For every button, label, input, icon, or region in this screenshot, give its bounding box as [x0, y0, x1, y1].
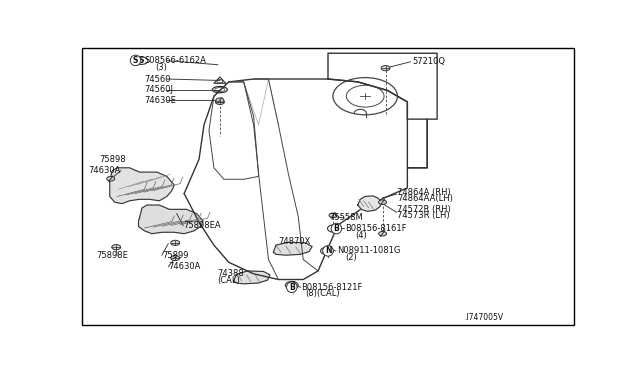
Text: 74630A: 74630A [88, 166, 120, 175]
Text: 74630E: 74630E [145, 96, 177, 105]
Circle shape [107, 176, 115, 181]
Text: 75898EA: 75898EA [183, 221, 221, 230]
Text: S: S [133, 56, 138, 65]
Text: (3): (3) [156, 63, 167, 72]
Text: 74388: 74388 [218, 269, 244, 278]
Text: (2): (2) [346, 253, 357, 262]
Text: 74573R (LH): 74573R (LH) [397, 211, 450, 221]
Text: 75899: 75899 [162, 251, 188, 260]
Text: 74560: 74560 [145, 74, 171, 83]
Text: 74864AA(LH): 74864AA(LH) [397, 194, 453, 203]
Polygon shape [358, 196, 381, 211]
Polygon shape [110, 168, 174, 203]
Text: B08156-8121F: B08156-8121F [301, 283, 362, 292]
Text: N08911-1081G: N08911-1081G [337, 246, 400, 255]
Text: (4): (4) [355, 231, 367, 240]
Text: .I747005V: .I747005V [465, 313, 504, 322]
Text: B: B [289, 281, 294, 290]
Polygon shape [138, 205, 203, 234]
Text: 74870X: 74870X [278, 237, 311, 246]
Circle shape [329, 213, 337, 218]
Text: (CAL): (CAL) [218, 276, 240, 285]
Circle shape [216, 98, 224, 103]
Text: 75558M: 75558M [330, 214, 364, 222]
Circle shape [171, 256, 180, 261]
Text: N: N [324, 246, 330, 255]
Text: 57210Q: 57210Q [412, 57, 445, 66]
Text: 75898E: 75898E [96, 251, 128, 260]
Circle shape [379, 231, 387, 236]
Circle shape [381, 65, 390, 71]
Text: 75898: 75898 [99, 155, 125, 164]
Text: B: B [331, 224, 337, 233]
Text: 74560J: 74560J [145, 85, 173, 94]
Text: S: S [139, 56, 144, 65]
Text: N: N [324, 246, 332, 255]
Polygon shape [273, 242, 312, 255]
Text: 74572R (RH): 74572R (RH) [397, 205, 451, 214]
Circle shape [379, 200, 387, 205]
Text: S08566-6162A: S08566-6162A [145, 56, 206, 65]
Circle shape [216, 99, 225, 105]
Text: 74630A: 74630A [168, 262, 201, 271]
Circle shape [171, 240, 180, 246]
Text: B: B [333, 224, 339, 233]
Text: (8)(CAL): (8)(CAL) [306, 289, 340, 298]
Text: B08156-8161F: B08156-8161F [346, 224, 407, 233]
Text: B: B [289, 283, 294, 292]
Circle shape [112, 244, 121, 250]
Polygon shape [234, 271, 270, 284]
Text: 74864A (RH): 74864A (RH) [397, 187, 451, 197]
